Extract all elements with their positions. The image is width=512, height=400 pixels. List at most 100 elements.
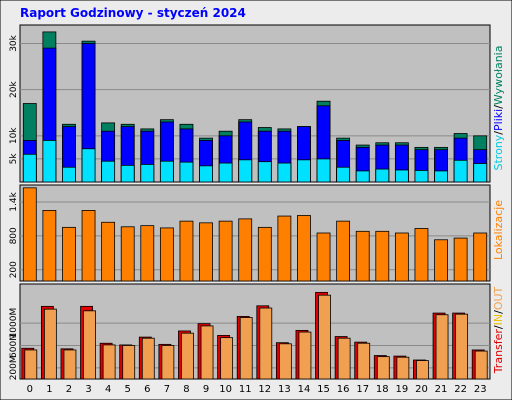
bar-lokalizacje-1: [42, 210, 57, 282]
bar-lokalizacje-13: [277, 215, 292, 282]
requests-tick-label: 10k: [9, 127, 19, 144]
bar-strony-14: [297, 159, 311, 183]
bar-strony-0: [22, 153, 37, 183]
legend-sep2: /: [492, 105, 505, 109]
bar-out-13: [278, 343, 292, 380]
bar-strony-20: [414, 170, 429, 183]
x-label-22: 22: [454, 384, 467, 395]
transfer-plot-area: [19, 283, 491, 380]
x-label-1: 1: [46, 384, 52, 395]
requests-plot-area: [19, 24, 491, 183]
bar-lokalizacje-7: [159, 227, 174, 282]
transfer-tick-label: 600M: [9, 333, 19, 358]
requests-panel: 5k 10k 20k 30k: [9, 24, 491, 183]
bar-out-4: [102, 344, 116, 380]
bar-strony-9: [199, 165, 213, 183]
bar-strony-18: [375, 168, 390, 183]
bar-strony-7: [159, 160, 174, 183]
bar-lokalizacje-11: [238, 218, 253, 282]
bar-lokalizacje-10: [218, 220, 233, 282]
bar-lokalizacje-20: [414, 228, 429, 282]
x-label-12: 12: [258, 384, 271, 395]
bar-out-22: [455, 313, 469, 380]
x-label-8: 8: [183, 384, 189, 395]
bar-strony-4: [101, 160, 116, 183]
legend-sep1: /: [492, 131, 505, 135]
legend-sep3: /: [492, 325, 505, 329]
legend-transfer: Transfer: [492, 329, 505, 375]
legend-out: OUT: [492, 286, 505, 310]
bar-lokalizacje-19: [394, 232, 409, 282]
bar-lokalizacje-16: [336, 220, 351, 282]
bar-lokalizacje-6: [140, 225, 155, 282]
bar-lokalizacje-0: [22, 187, 37, 282]
bar-lokalizacje-5: [120, 226, 135, 282]
x-label-3: 3: [85, 384, 91, 395]
bar-out-2: [63, 349, 77, 380]
bar-lokalizacje-17: [355, 230, 370, 282]
bar-out-19: [396, 356, 410, 380]
legend-strony: Strony: [492, 134, 505, 170]
bar-out-8: [181, 332, 194, 380]
bar-strony-23: [473, 163, 488, 183]
bar-strony-8: [179, 161, 194, 183]
bar-lokalizacje-18: [375, 230, 390, 282]
bar-out-1: [43, 308, 57, 380]
transfer-side-label: Transfer/IN/OUT: [492, 286, 505, 374]
bar-lokalizacje-12: [257, 226, 272, 282]
bar-strony-13: [277, 162, 292, 183]
requests-tick-label: 20k: [9, 81, 19, 98]
x-label-2: 2: [66, 384, 72, 395]
visits-tick-label: 800: [9, 227, 19, 244]
bar-strony-21: [434, 170, 448, 183]
bar-strony-2: [62, 166, 76, 183]
bar-out-21: [435, 314, 449, 380]
bar-strony-16: [336, 166, 351, 183]
visits-tick-label: 200: [9, 261, 19, 278]
bar-out-17: [357, 342, 371, 380]
chart-title: Raport Godzinowy - styczeń 2024: [20, 6, 246, 20]
x-label-23: 23: [474, 384, 487, 395]
legend-in: IN: [492, 314, 505, 325]
x-label-4: 4: [105, 384, 111, 395]
bar-out-14: [298, 331, 312, 380]
bar-out-6: [141, 337, 155, 380]
visits-side-label: Lokalizacje: [492, 200, 505, 260]
bar-strony-5: [120, 164, 135, 183]
bar-lokalizacje-23: [473, 232, 488, 282]
bar-out-15: [318, 294, 331, 380]
x-label-18: 18: [376, 384, 389, 395]
requests-tick-label: 5k: [9, 153, 19, 165]
requests-tick-label: 30k: [9, 34, 19, 51]
bar-lokalizacje-14: [297, 215, 311, 282]
bar-strony-19: [394, 169, 409, 183]
bar-out-5: [122, 345, 136, 380]
bar-lokalizacje-4: [101, 221, 116, 282]
bar-lokalizacje-8: [179, 220, 194, 282]
bar-lokalizacje-2: [62, 226, 76, 282]
bar-out-7: [161, 345, 175, 380]
bar-strony-17: [355, 170, 370, 183]
bar-strony-15: [316, 158, 331, 183]
x-label-0: 0: [27, 384, 33, 395]
x-label-17: 17: [356, 384, 369, 395]
bar-lokalizacje-3: [81, 210, 96, 282]
legend-lokalizacje: Lokalizacje: [492, 200, 505, 260]
bar-out-9: [200, 325, 214, 380]
x-label-16: 16: [337, 384, 350, 395]
bar-out-20: [416, 360, 429, 380]
x-label-21: 21: [435, 384, 448, 395]
transfer-tick-label: 200M: [9, 355, 19, 380]
visits-plot-area: [19, 184, 491, 282]
requests-side-label: Strony/Pliki/Wywołania: [492, 46, 505, 171]
x-label-6: 6: [144, 384, 150, 395]
bar-out-10: [220, 337, 234, 380]
x-label-9: 9: [203, 384, 209, 395]
x-label-15: 15: [317, 384, 330, 395]
transfer-tick-label: 1000M: [9, 308, 19, 339]
bar-out-18: [376, 356, 390, 380]
visits-tick-label: 1.4k: [9, 191, 19, 211]
x-label-19: 19: [396, 384, 409, 395]
bar-strony-6: [140, 164, 155, 183]
